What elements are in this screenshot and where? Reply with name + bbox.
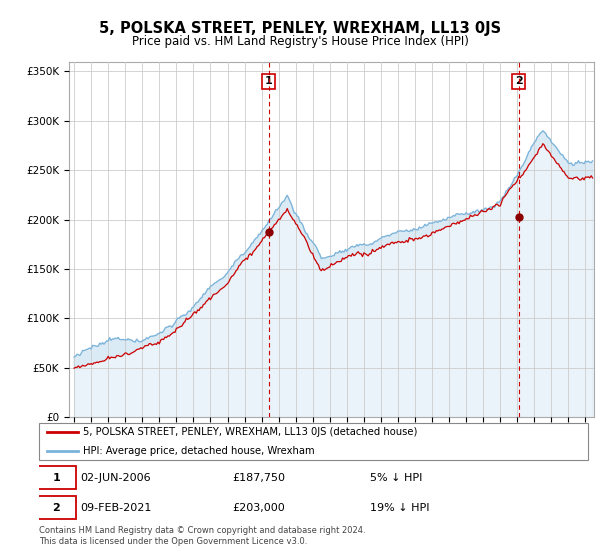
Text: 2: 2 <box>515 76 523 86</box>
Text: 2: 2 <box>52 503 60 513</box>
Text: 09-FEB-2021: 09-FEB-2021 <box>80 503 152 513</box>
Text: 02-JUN-2006: 02-JUN-2006 <box>80 473 151 483</box>
Text: £203,000: £203,000 <box>232 503 285 513</box>
Text: 1: 1 <box>52 473 60 483</box>
Text: Contains HM Land Registry data © Crown copyright and database right 2024.
This d: Contains HM Land Registry data © Crown c… <box>39 526 365 546</box>
Text: Price paid vs. HM Land Registry's House Price Index (HPI): Price paid vs. HM Land Registry's House … <box>131 35 469 48</box>
Text: 5, POLSKA STREET, PENLEY, WREXHAM, LL13 0JS (detached house): 5, POLSKA STREET, PENLEY, WREXHAM, LL13 … <box>83 427 418 437</box>
Text: £187,750: £187,750 <box>232 473 285 483</box>
FancyBboxPatch shape <box>36 466 76 489</box>
FancyBboxPatch shape <box>36 496 76 519</box>
Text: 19% ↓ HPI: 19% ↓ HPI <box>370 503 430 513</box>
Text: 5, POLSKA STREET, PENLEY, WREXHAM, LL13 0JS: 5, POLSKA STREET, PENLEY, WREXHAM, LL13 … <box>99 21 501 36</box>
Text: HPI: Average price, detached house, Wrexham: HPI: Average price, detached house, Wrex… <box>83 446 315 456</box>
Text: 1: 1 <box>265 76 272 86</box>
FancyBboxPatch shape <box>39 423 588 460</box>
Text: 5% ↓ HPI: 5% ↓ HPI <box>370 473 422 483</box>
